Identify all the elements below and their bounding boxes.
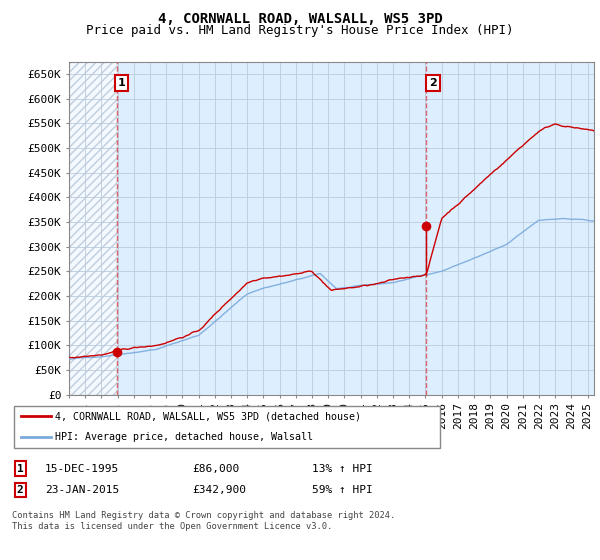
Text: £342,900: £342,900 bbox=[192, 485, 246, 495]
Text: 1: 1 bbox=[17, 464, 23, 474]
Text: 15-DEC-1995: 15-DEC-1995 bbox=[45, 464, 119, 474]
Text: £86,000: £86,000 bbox=[192, 464, 239, 474]
Text: Price paid vs. HM Land Registry's House Price Index (HPI): Price paid vs. HM Land Registry's House … bbox=[86, 24, 514, 36]
Text: 2: 2 bbox=[17, 485, 23, 495]
Text: 4, CORNWALL ROAD, WALSALL, WS5 3PD: 4, CORNWALL ROAD, WALSALL, WS5 3PD bbox=[158, 12, 442, 26]
Text: 2: 2 bbox=[429, 78, 437, 88]
Text: 59% ↑ HPI: 59% ↑ HPI bbox=[312, 485, 373, 495]
Text: 13% ↑ HPI: 13% ↑ HPI bbox=[312, 464, 373, 474]
Text: 1: 1 bbox=[118, 78, 125, 88]
Text: 4, CORNWALL ROAD, WALSALL, WS5 3PD (detached house): 4, CORNWALL ROAD, WALSALL, WS5 3PD (deta… bbox=[55, 411, 361, 421]
Text: 23-JAN-2015: 23-JAN-2015 bbox=[45, 485, 119, 495]
Text: Contains HM Land Registry data © Crown copyright and database right 2024.
This d: Contains HM Land Registry data © Crown c… bbox=[12, 511, 395, 531]
FancyBboxPatch shape bbox=[14, 405, 440, 448]
Text: HPI: Average price, detached house, Walsall: HPI: Average price, detached house, Wals… bbox=[55, 432, 313, 442]
